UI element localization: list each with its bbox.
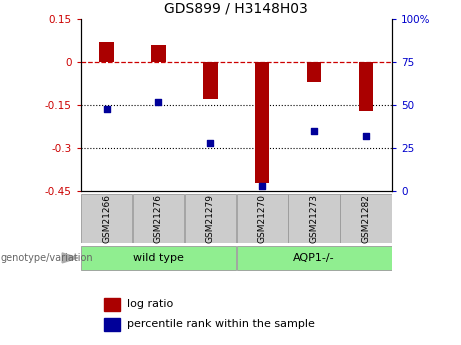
Text: AQP1-/-: AQP1-/- <box>293 253 335 263</box>
Point <box>259 184 266 189</box>
FancyBboxPatch shape <box>236 194 288 243</box>
FancyBboxPatch shape <box>133 194 184 243</box>
Bar <box>151 45 166 62</box>
FancyBboxPatch shape <box>81 246 236 270</box>
Bar <box>104 298 119 310</box>
FancyBboxPatch shape <box>236 246 391 270</box>
Text: wild type: wild type <box>133 253 184 263</box>
Text: genotype/variation: genotype/variation <box>1 253 94 263</box>
Text: GSM21273: GSM21273 <box>309 194 319 243</box>
Point <box>103 106 110 111</box>
Text: percentile rank within the sample: percentile rank within the sample <box>127 319 315 329</box>
Bar <box>255 62 269 183</box>
Title: GDS899 / H3148H03: GDS899 / H3148H03 <box>165 1 308 15</box>
Point <box>310 128 318 134</box>
Text: log ratio: log ratio <box>127 299 173 309</box>
Point <box>155 99 162 105</box>
Text: GSM21266: GSM21266 <box>102 194 111 243</box>
Text: GSM21279: GSM21279 <box>206 194 215 243</box>
FancyBboxPatch shape <box>185 194 236 243</box>
Bar <box>307 62 321 82</box>
Text: GSM21270: GSM21270 <box>258 194 267 243</box>
FancyBboxPatch shape <box>289 194 340 243</box>
Polygon shape <box>62 253 78 263</box>
Text: GSM21282: GSM21282 <box>361 194 371 243</box>
Point <box>207 140 214 146</box>
FancyBboxPatch shape <box>340 194 391 243</box>
Point <box>362 134 370 139</box>
Bar <box>100 42 114 62</box>
Bar <box>104 318 119 331</box>
FancyBboxPatch shape <box>81 194 132 243</box>
Bar <box>359 62 373 111</box>
Bar <box>203 62 218 99</box>
Text: GSM21276: GSM21276 <box>154 194 163 243</box>
